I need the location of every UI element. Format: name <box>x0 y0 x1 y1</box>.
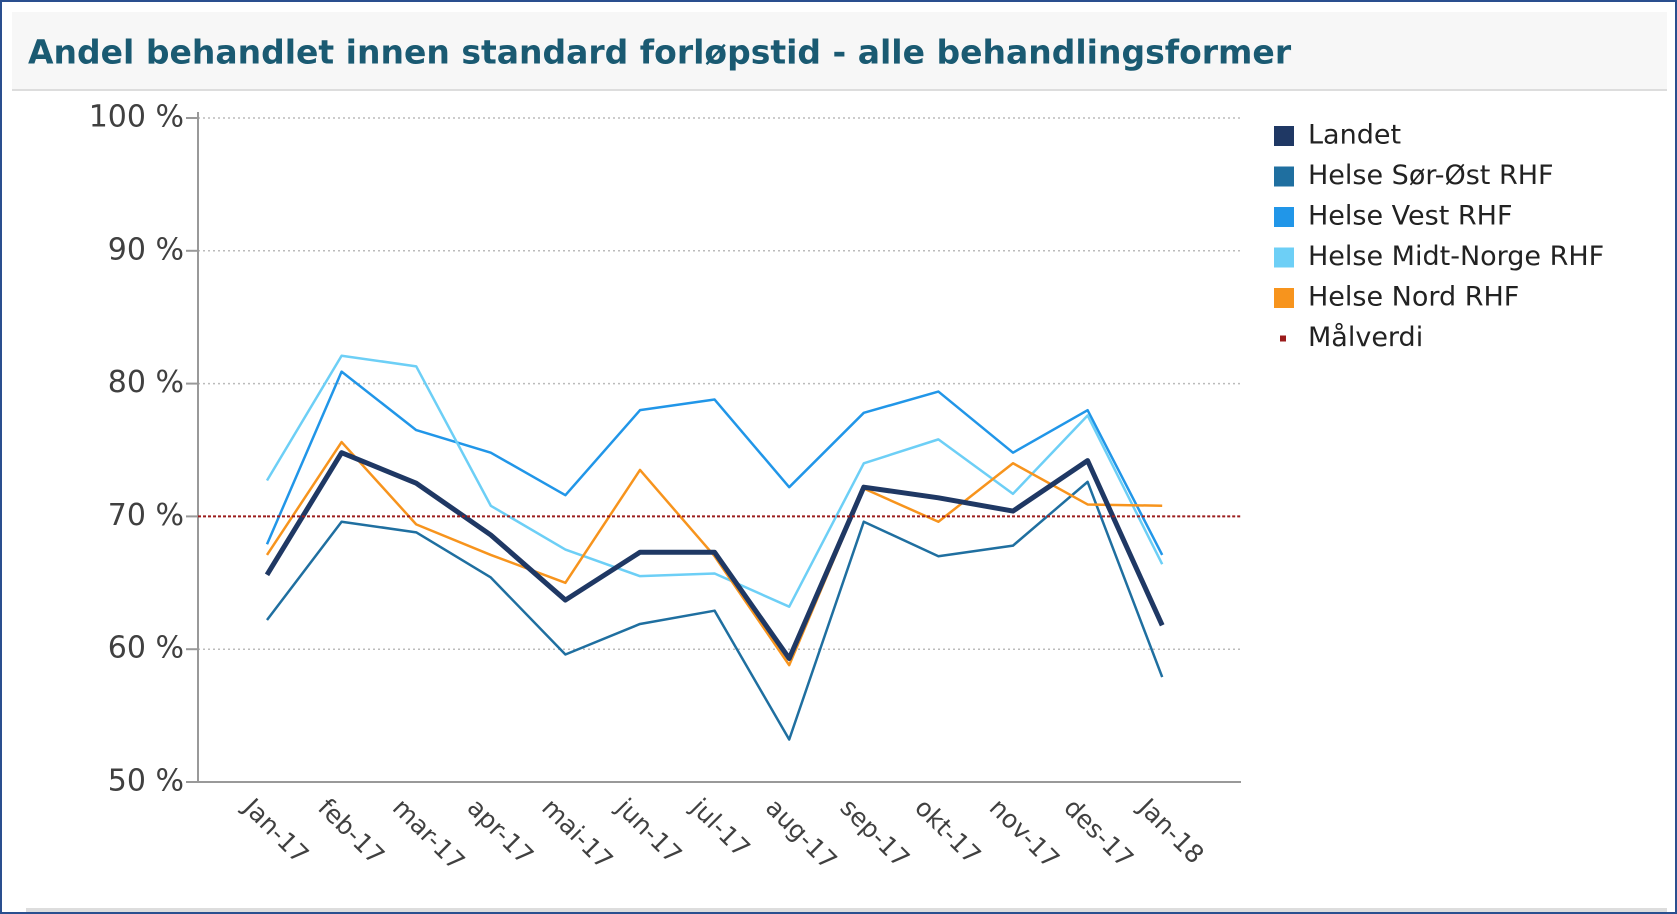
y-tick-label: 90 % <box>108 232 184 267</box>
y-tick-label: 80 % <box>108 365 184 400</box>
legend-swatch <box>1274 247 1294 268</box>
series-line <box>266 480 1164 741</box>
legend-swatch <box>1274 126 1294 146</box>
legend-label: Landet <box>1308 120 1401 151</box>
chart-title: Andel behandlet innen standard forløpsti… <box>28 33 1292 72</box>
legend-swatch <box>1274 207 1294 227</box>
series-line <box>265 354 1164 608</box>
series-line <box>264 450 1165 661</box>
legend-label: Helse Nord RHF <box>1308 282 1519 313</box>
legend-label: Helse Sør-Øst RHF <box>1308 160 1554 191</box>
title-bar <box>12 12 1667 90</box>
legend-label: Målverdi <box>1308 322 1423 353</box>
legend-swatch <box>1274 166 1294 187</box>
y-tick-label: 70 % <box>108 498 184 533</box>
legend-swatch <box>1280 335 1286 342</box>
y-tick-label: 50 % <box>108 764 184 799</box>
series-line <box>265 370 1164 556</box>
legend-swatch <box>1274 288 1294 308</box>
legend-label: Helse Midt-Norge RHF <box>1308 241 1604 272</box>
y-tick-label: 100 % <box>89 100 184 135</box>
legend-label: Helse Vest RHF <box>1308 201 1513 232</box>
y-tick-label: 60 % <box>108 631 184 666</box>
